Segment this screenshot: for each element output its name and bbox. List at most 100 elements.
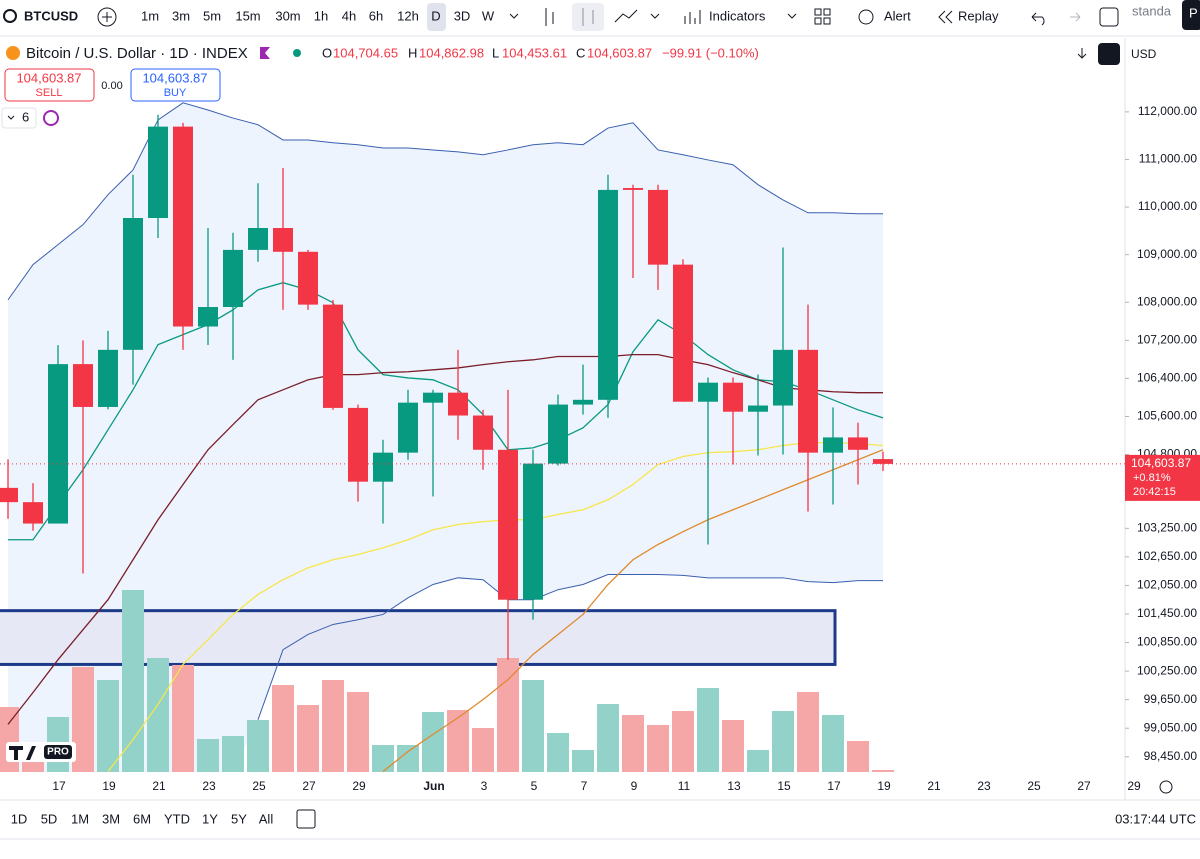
candle-body xyxy=(73,364,93,407)
interval-button[interactable]: 6h xyxy=(369,8,383,23)
volume-bar xyxy=(272,685,294,772)
chevron xyxy=(7,115,15,120)
chart-type-active xyxy=(572,3,604,31)
range-button[interactable]: 1Y xyxy=(202,811,218,826)
y-tick-label: 108,000.00 xyxy=(1137,294,1197,308)
range-button[interactable]: 1M xyxy=(71,811,89,826)
y-tick-label: 112,000.00 xyxy=(1138,104,1197,118)
range-button[interactable]: 6M xyxy=(133,811,151,826)
candle-body xyxy=(648,189,668,265)
search-icon[interactable] xyxy=(3,9,17,23)
candle-body xyxy=(473,415,493,450)
date-range-icon[interactable] xyxy=(296,809,316,829)
candle-body xyxy=(548,404,568,464)
candle-body xyxy=(123,218,143,350)
volume-bar xyxy=(547,733,569,772)
candle-body xyxy=(198,307,218,327)
range-button[interactable]: All xyxy=(259,811,274,826)
buy-button[interactable] xyxy=(130,68,221,102)
x-tick-label: 25 xyxy=(1027,779,1041,793)
range-button[interactable]: YTD xyxy=(164,811,190,826)
plus xyxy=(102,12,112,22)
range-button[interactable]: 5Y xyxy=(231,811,247,826)
range-button[interactable]: 3M xyxy=(102,811,120,826)
candle-body xyxy=(798,349,818,453)
candle-body xyxy=(873,459,893,464)
currency[interactable]: USD xyxy=(1131,47,1157,61)
moving-average xyxy=(7,353,883,725)
range-button[interactable]: 1D xyxy=(11,811,28,826)
symbol-name: Bitcoin / U.S. Dollar · 1D · INDEX xyxy=(26,45,248,62)
indicators-button[interactable]: Indicators xyxy=(709,8,766,23)
volume-bar xyxy=(297,705,319,772)
candle-body xyxy=(248,227,268,250)
interval-button[interactable]: 12h xyxy=(397,8,419,23)
candle-body xyxy=(748,405,768,412)
moving-average xyxy=(382,449,884,772)
profile-bg xyxy=(1182,0,1200,30)
interval-button[interactable]: 3D xyxy=(454,8,471,23)
sell-label: SELL xyxy=(36,87,63,99)
volume-bar xyxy=(397,745,419,772)
candle-body xyxy=(173,126,193,327)
moving-average xyxy=(8,282,884,541)
y-tick-label: 102,650.00 xyxy=(1137,549,1197,563)
dropdowns[interactable] xyxy=(650,13,797,19)
l-label: L xyxy=(492,45,499,60)
interval-button[interactable]: 15m xyxy=(235,8,260,23)
candle-body xyxy=(373,452,393,482)
y-tick-label: 106,400.00 xyxy=(1137,371,1197,385)
candle-body xyxy=(298,251,318,305)
interval-button[interactable]: D xyxy=(431,8,440,23)
candle-body xyxy=(573,399,593,405)
y-tick-label: 111,000.00 xyxy=(1139,152,1198,166)
interval-button[interactable]: 30m xyxy=(275,8,300,23)
y-tick-label: 101,450.00 xyxy=(1137,606,1197,620)
interval-dropdown[interactable] xyxy=(509,13,519,19)
replay-button[interactable]: Replay xyxy=(958,8,999,23)
x-tick-label: 23 xyxy=(202,779,216,793)
alert-icon xyxy=(858,9,874,25)
layouts-icon[interactable] xyxy=(814,8,831,25)
indicators-toggle[interactable] xyxy=(1,107,37,129)
axis-settings[interactable] xyxy=(1159,780,1173,794)
interval-button[interactable]: W xyxy=(482,8,495,23)
x-tick-label: 27 xyxy=(1077,779,1091,793)
y-tick-label: 109,000.00 xyxy=(1137,247,1197,261)
candle-body xyxy=(773,349,793,406)
range-button[interactable]: 5D xyxy=(41,811,58,826)
interval-button[interactable]: 3m xyxy=(172,8,190,23)
profile[interactable]: P xyxy=(1189,5,1198,20)
download[interactable] xyxy=(1077,48,1087,59)
toggle[interactable] xyxy=(1098,43,1120,65)
x-tick-label: 17 xyxy=(52,779,66,793)
chart-type-icons[interactable] xyxy=(545,8,594,26)
sell-button[interactable] xyxy=(4,68,95,102)
volume-bar xyxy=(447,710,469,772)
candle-body xyxy=(273,227,293,252)
line-tool-icon[interactable] xyxy=(614,9,638,23)
price-tag xyxy=(1125,454,1200,501)
interval-button[interactable]: 1h xyxy=(314,8,328,23)
volume-bar xyxy=(722,720,744,772)
undo[interactable] xyxy=(1031,12,1045,26)
compare-icon[interactable] xyxy=(97,7,117,27)
x-tick-label: 13 xyxy=(727,779,741,793)
symbol[interactable]: BTCUSD xyxy=(24,8,78,23)
candle-body xyxy=(398,402,418,453)
fullscreen[interactable] xyxy=(1099,7,1119,27)
interval-button[interactable]: 5m xyxy=(203,8,221,23)
y-tick-label: 99,050.00 xyxy=(1144,720,1198,734)
alert-button[interactable]: Alert xyxy=(884,8,911,23)
interval-button[interactable]: 4h xyxy=(342,8,356,23)
interval-button[interactable]: 1m xyxy=(141,8,159,23)
flag xyxy=(260,47,270,59)
c-label: C xyxy=(576,45,585,60)
sync-icon[interactable] xyxy=(43,110,59,126)
volume-bar xyxy=(322,680,344,772)
redo[interactable] xyxy=(1070,12,1081,22)
o-value: 104,704.65 xyxy=(333,45,398,60)
volume-bar xyxy=(797,692,819,772)
layout-name[interactable]: standa xyxy=(1132,3,1172,18)
